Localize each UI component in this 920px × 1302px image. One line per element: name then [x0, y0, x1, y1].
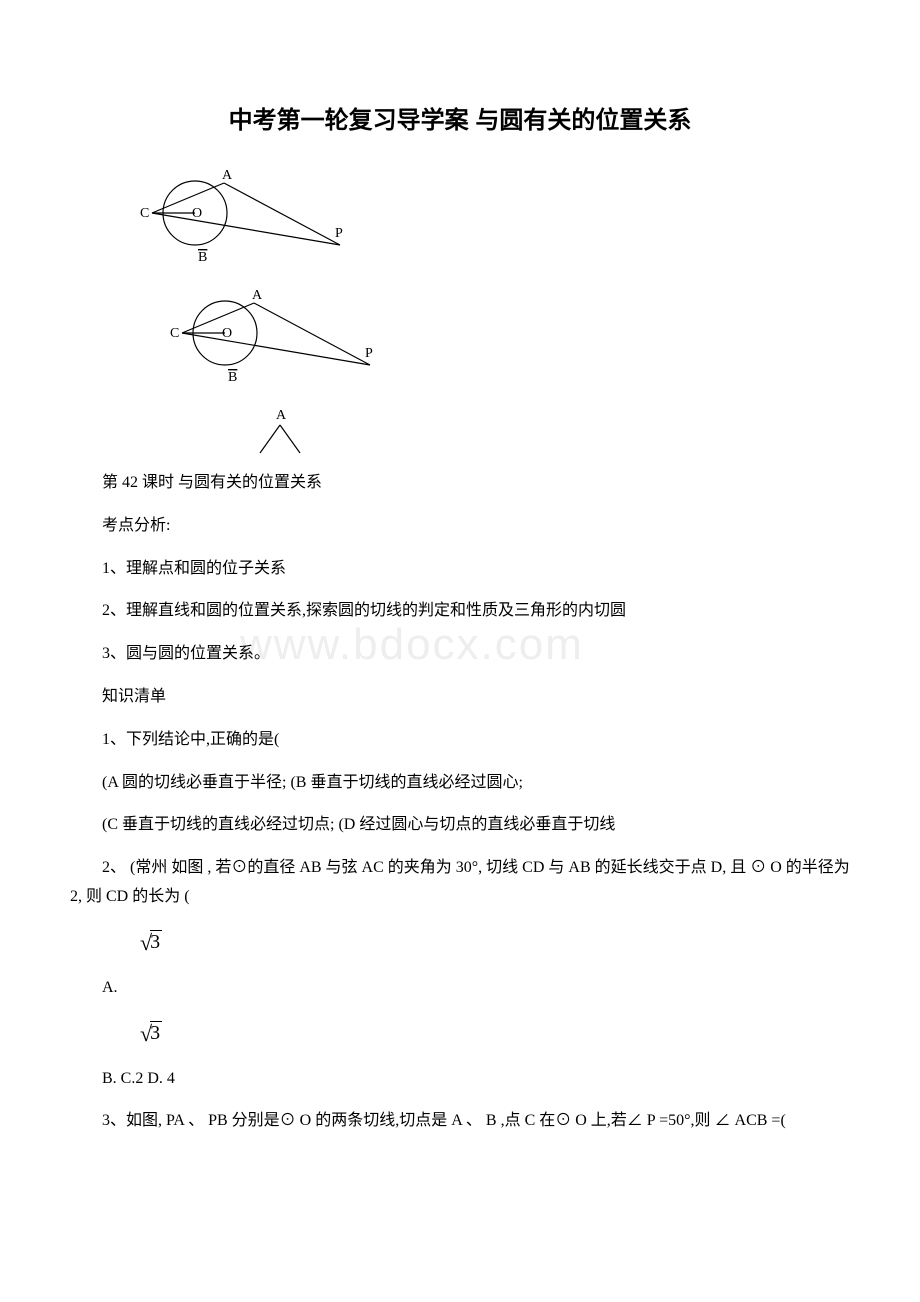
fig2-label-o: O [222, 326, 232, 341]
fig3-label-a: A [276, 408, 287, 423]
lesson-line: 第 42 课时 与圆有关的位置关系 [70, 469, 850, 498]
fig1-label-c: C [140, 206, 149, 221]
question-1-opts-cd: (C 垂直于切线的直线必经过切点; (D 经过圆心与切点的直线必垂直于切线 [70, 811, 850, 840]
figure-2: O A B C P [170, 285, 850, 385]
fig2-label-c: C [170, 326, 179, 341]
section-zhishi-heading: 知识清单 [70, 683, 850, 712]
figure-3-triangle: A [250, 405, 850, 455]
question-2: 2、 (常州 如图 , 若⊙的直径 AB 与弦 AC 的夹角为 30°, 切线 … [70, 854, 850, 912]
fig1-label-a: A [222, 168, 233, 183]
fig2-label-b: B [228, 370, 237, 385]
fig2-label-a: A [252, 288, 263, 303]
question-1-opts-ab: (A 圆的切线必垂直于半径; (B 垂直于切线的直线必经过圆心; [70, 769, 850, 798]
sqrt-value-2: 3 [150, 1021, 162, 1045]
sqrt-value-1: 3 [150, 930, 162, 954]
sqrt-expression-1: √3 [140, 930, 850, 956]
sqrt-expression-2: √3 [140, 1021, 850, 1047]
page-title: 中考第一轮复习导学案 与圆有关的位置关系 [70, 100, 850, 135]
question-3: 3、如图, PA 、 PB 分别是⊙ O 的两条切线,切点是 A 、 B ,点 … [70, 1107, 850, 1136]
fig1-label-p: P [335, 226, 343, 241]
kaodian-item-2: 2、理解直线和圆的位置关系,探索圆的切线的判定和性质及三角形的内切圆 [70, 597, 850, 626]
section-kaodian-heading: 考点分析: [70, 512, 850, 541]
kaodian-item-3: 3、圆与圆的位置关系。 [70, 640, 850, 669]
kaodian-item-1: 1、理解点和圆的位子关系 [70, 555, 850, 584]
option-a: A. [70, 974, 850, 1003]
question-1: 1、下列结论中,正确的是( [70, 726, 850, 755]
figure-1: O A B C P [140, 165, 850, 265]
fig1-label-b: B [198, 250, 207, 265]
fig2-label-p: P [365, 346, 373, 361]
fig1-label-o: O [192, 206, 202, 221]
options-bcd: B. C.2 D. 4 [70, 1065, 850, 1094]
